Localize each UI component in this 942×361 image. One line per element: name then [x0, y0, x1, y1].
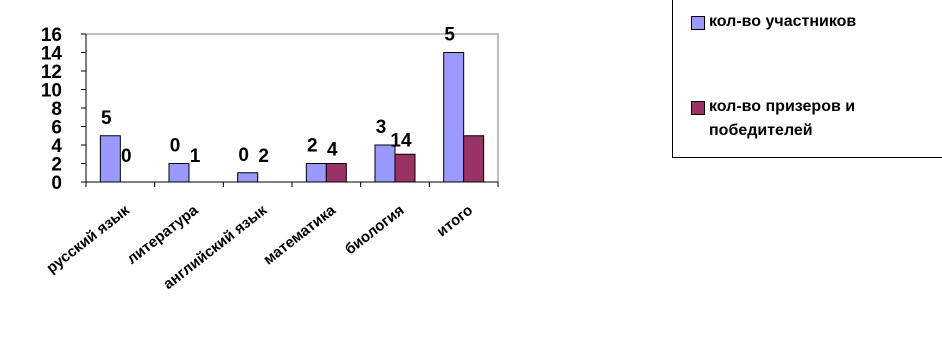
bar-winners — [395, 154, 415, 182]
legend: кол-во участников кол-во призеров и побе… — [672, 0, 942, 158]
data-label-winners: 1 — [190, 146, 201, 167]
y-tick-label: 4 — [51, 136, 62, 157]
data-label-winners: 0 — [121, 146, 132, 167]
bar-participants — [169, 164, 189, 183]
y-tick-label: 14 — [41, 44, 63, 65]
x-category-label: биология — [342, 202, 408, 258]
y-tick-label: 0 — [51, 173, 62, 194]
bar-participants — [444, 53, 464, 183]
legend-item-participants: кол-во участников — [691, 10, 939, 34]
plot-area — [86, 34, 498, 182]
y-tick-label: 10 — [41, 81, 62, 102]
data-label-winners: 2 — [258, 146, 269, 167]
legend-label-participants: кол-во участников — [709, 10, 939, 34]
bar-winners — [326, 164, 346, 183]
y-tick-label: 12 — [41, 62, 62, 83]
y-tick-label: 8 — [51, 99, 62, 120]
data-label-participants: 0 — [238, 145, 249, 166]
y-tick-label: 6 — [51, 118, 62, 139]
data-label-participants: 2 — [307, 136, 318, 157]
bar-participants — [100, 136, 120, 182]
bars — [100, 53, 483, 183]
legend-item-winners: кол-во призеров и победителей — [691, 95, 939, 143]
bar-winners — [464, 136, 484, 182]
data-label-participants: 5 — [101, 108, 112, 129]
legend-swatch-participants — [691, 16, 705, 30]
data-label-participants: 5 — [444, 25, 455, 46]
y-tick-label: 2 — [51, 155, 62, 176]
data-label-winners: 4 — [327, 140, 338, 161]
data-label-winners: 14 — [390, 130, 412, 151]
legend-label-winners: кол-во призеров и победителей — [709, 95, 939, 143]
y-tick-label: 16 — [41, 25, 62, 46]
x-category-label: математика — [260, 201, 339, 268]
data-label-participants: 0 — [170, 136, 181, 157]
bar-participants — [238, 173, 258, 182]
legend-swatch-winners — [691, 101, 705, 115]
data-label-participants: 3 — [376, 117, 387, 138]
bar-participants — [306, 164, 326, 183]
x-category-label: итого — [434, 202, 477, 240]
x-category-label: русский язык — [43, 201, 133, 276]
plot-frame — [86, 34, 498, 182]
